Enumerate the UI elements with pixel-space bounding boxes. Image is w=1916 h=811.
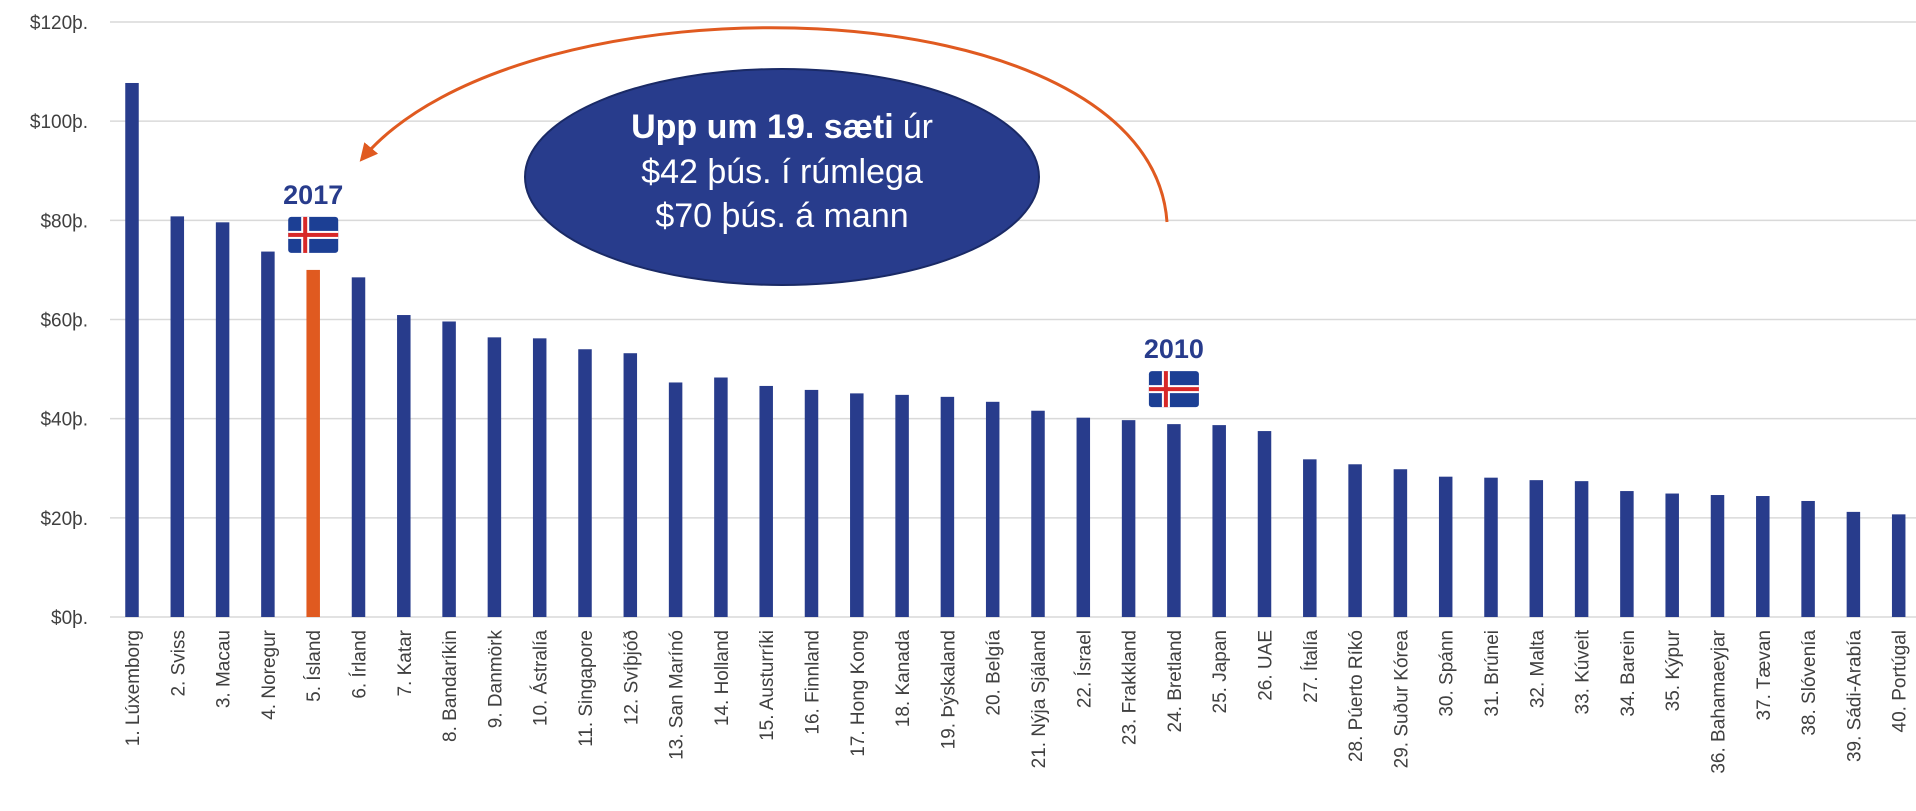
x-tick-label: 11. Singapore: [576, 630, 597, 747]
x-tick-label: 26. UAE: [1256, 630, 1277, 701]
bar: [397, 315, 411, 617]
x-tick-label: 8. Bandaríkin: [440, 630, 461, 742]
bar: [1484, 477, 1498, 617]
year-label: 2010: [1144, 334, 1204, 364]
x-tick-label: 27. Ítalía: [1301, 630, 1322, 703]
x-tick-label: 29. Suður Kórea: [1391, 630, 1412, 769]
x-tick-label: 30. Spánn: [1437, 630, 1458, 717]
bar: [1529, 480, 1544, 617]
bar: [1303, 459, 1317, 617]
bar: [1620, 491, 1634, 617]
bar: [442, 321, 456, 617]
x-tick-label: 36. Bahamaeyjar: [1709, 629, 1730, 773]
x-tick-label: 22. Ísrael: [1074, 630, 1095, 708]
bar: [1167, 424, 1181, 617]
bar: [895, 394, 909, 617]
bar: [1574, 481, 1589, 617]
x-tick-label: 37. Tævan: [1754, 630, 1775, 720]
x-tick-label: 20. Belgía: [984, 630, 1005, 716]
x-tick-label: 31. Brúnei: [1482, 630, 1503, 717]
x-tick-label: 10. Ástralía: [531, 630, 552, 727]
bar: [759, 385, 773, 617]
bar: [1121, 420, 1136, 617]
bar: [1710, 495, 1725, 617]
bar: [1257, 431, 1272, 617]
arrow: [359, 26, 1169, 223]
bar: [668, 382, 683, 617]
bar: [306, 269, 320, 617]
bar: [1348, 464, 1362, 617]
y-tick-label: $0þ.: [51, 608, 88, 629]
bar: [351, 277, 366, 617]
bar: [940, 396, 955, 617]
x-tick-label: 3. Macau: [214, 630, 235, 708]
x-tick-label: 7. Katar: [395, 629, 416, 696]
x-tick-label: 12. Svíþjóð: [621, 630, 642, 725]
bar: [1891, 514, 1906, 617]
y-tick-label: $20þ.: [40, 509, 88, 530]
x-tick-label: 4. Noregur: [259, 629, 280, 719]
x-tick-label: 35. Kýpur: [1663, 629, 1684, 711]
x-tick-label: 1. Lúxemborg: [123, 630, 144, 746]
bar: [804, 389, 819, 617]
x-tick-label: 13. San Marínó: [667, 630, 688, 760]
x-tick-label: 39. Sádi-Arabía: [1844, 630, 1865, 762]
y-tick-label: $100þ.: [30, 112, 88, 133]
x-tick-label: 5. Ísland: [304, 630, 325, 702]
callout-line: Upp um 19. sæti úr: [631, 108, 933, 146]
bar: [532, 338, 547, 617]
x-tick-label: 34. Barein: [1618, 630, 1639, 717]
year-label: 2017: [283, 180, 343, 210]
x-tick-label: 9. Danmörk: [485, 630, 506, 729]
bar: [1846, 511, 1861, 617]
x-tick-label: 33. Kúveit: [1573, 629, 1594, 714]
x-tick-label: 17. Hong Kong: [848, 630, 869, 757]
x-tick-label: 19. Þýskaland: [938, 630, 959, 749]
x-tick-label: 6. Írland: [350, 630, 371, 699]
bar: [215, 222, 230, 618]
y-tick-label: $60þ.: [40, 311, 88, 332]
x-tick-label: 15. Austurríki: [757, 630, 778, 741]
callout-bubble: [524, 68, 1040, 286]
bar: [125, 82, 139, 618]
bar: [1076, 417, 1091, 617]
bar: [714, 377, 728, 617]
y-tick-label: $80þ.: [40, 211, 88, 232]
x-tick-label: 18. Kanada: [893, 630, 914, 728]
x-tick-label: 40. Portúgal: [1890, 630, 1911, 732]
callout-bold: Upp um 19. sæti: [631, 108, 894, 146]
bar: [1801, 500, 1815, 617]
bar: [1393, 469, 1408, 617]
x-tick-label: 25. Japan: [1210, 630, 1231, 713]
bar: [578, 349, 592, 617]
bar: [623, 353, 638, 617]
bar: [487, 337, 502, 617]
y-tick-label: $120þ.: [30, 13, 88, 34]
x-tick-label: 21. Nýja Sjáland: [1029, 630, 1050, 768]
bar: [1212, 425, 1226, 617]
flag-icon: [288, 216, 339, 253]
bar: [1756, 496, 1770, 617]
callout-rest: úr: [903, 108, 933, 146]
callout-line: $42 þús. í rúmlega: [641, 153, 923, 191]
bar: [170, 216, 185, 617]
x-tick-label: 32. Malta: [1527, 630, 1548, 709]
y-tick-label: $40þ.: [40, 410, 88, 431]
x-tick-label: 24. Bretland: [1165, 630, 1186, 732]
bar: [985, 401, 1000, 617]
x-tick-label: 14. Holland: [712, 630, 733, 726]
x-tick-label: 16. Finnland: [803, 630, 824, 735]
bar: [850, 393, 864, 617]
x-tick-label: 23. Frakkland: [1120, 630, 1141, 745]
bar: [1031, 410, 1045, 617]
flag-icon: [1148, 371, 1199, 408]
x-tick-label: 28. Púerto Ríkó: [1346, 630, 1367, 762]
x-tick-label: 38. Slóvenía: [1799, 630, 1820, 736]
bar: [261, 251, 275, 617]
bar: [1665, 493, 1679, 617]
callout-line: $70 þús. á mann: [655, 197, 908, 235]
bar: [1438, 476, 1453, 617]
x-tick-label: 2. Sviss: [168, 630, 189, 697]
